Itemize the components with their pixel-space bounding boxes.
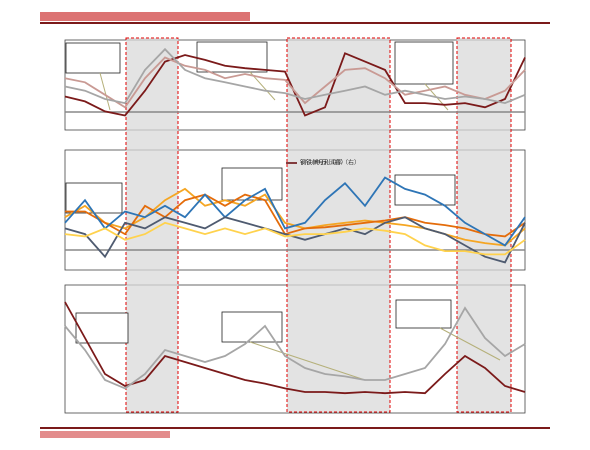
series-line	[64, 306, 526, 390]
series-line	[64, 47, 526, 105]
series-line	[64, 176, 526, 247]
highlights	[125, 37, 512, 413]
source-block	[40, 431, 170, 438]
series-line	[64, 56, 526, 109]
series-line	[64, 216, 526, 264]
baselines	[65, 111, 525, 251]
legend-label: 钢铁(申万)（右）	[300, 159, 347, 167]
series-line	[64, 52, 526, 117]
series-line	[64, 301, 526, 395]
series-line	[65, 193, 526, 238]
series-line	[64, 221, 526, 256]
legend-label: 钢铁单月利润率（右）	[300, 159, 360, 167]
title-block	[40, 12, 250, 21]
